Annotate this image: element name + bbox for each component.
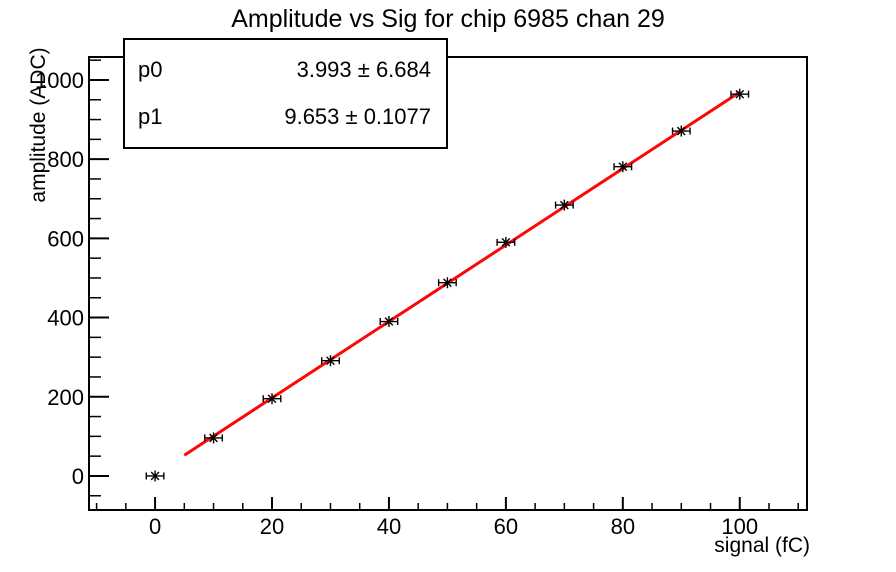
fit-line-segment [183,90,741,457]
y-tick-label: 1000 [35,68,84,93]
data-points [145,88,750,482]
stats-row-p0: p0 3.993 ± 6.684 [125,57,446,83]
marker-spoke-diag2 [150,471,160,481]
data-point [613,161,633,173]
plot-title: Amplitude vs Sig for chip 6985 chan 29 [231,5,665,33]
x-tick-label: 100 [721,514,758,539]
data-point [204,432,224,444]
data-point [730,88,750,100]
y-tick-label: 0 [72,464,84,489]
marker-spoke-diag2 [735,89,745,99]
marker-spoke-diag2 [384,317,394,326]
x-tick-label: 20 [260,514,284,539]
data-point [554,199,574,211]
x-tick-label: 80 [611,514,635,539]
data-point [496,236,516,248]
marker-spoke-diag2 [618,162,628,172]
data-point [145,470,165,482]
data-point [262,393,282,405]
fit-line [183,90,741,457]
marker-spoke-diag2 [676,126,686,136]
data-point [379,316,399,328]
axis-ticks [89,59,799,510]
fit-stats-box: p0 3.993 ± 6.684 p1 9.653 ± 0.1077 [123,38,448,149]
x-tick-label: 0 [149,514,161,539]
stat-p0-name: p0 [138,56,163,82]
y-tick-label: 600 [47,226,84,251]
stats-row-p1: p1 9.653 ± 0.1077 [125,104,446,130]
y-tick-label: 800 [47,147,84,172]
y-tick-label: 400 [47,306,84,331]
marker-spoke-diag2 [501,237,511,247]
x-axis-title: signal (fC) [714,534,810,557]
marker-spoke-diag2 [559,200,569,210]
data-point [437,277,457,289]
marker-spoke-diag2 [443,278,452,288]
marker-spoke-diag2 [209,433,218,443]
stat-p1-value: 9.653 ± 0.1077 [284,104,431,130]
y-tick-label: 200 [47,385,84,410]
stat-p0-value: 3.993 ± 6.684 [296,56,431,82]
x-tick-label: 40 [377,514,401,539]
marker-spoke-diag2 [267,394,277,404]
data-point [321,355,340,367]
stat-p1-name: p1 [138,104,163,130]
data-point [671,125,691,137]
marker-spoke-diag2 [326,356,335,366]
y-axis-title: amplitude (ADC) [27,47,50,203]
x-tick-label: 60 [494,514,518,539]
